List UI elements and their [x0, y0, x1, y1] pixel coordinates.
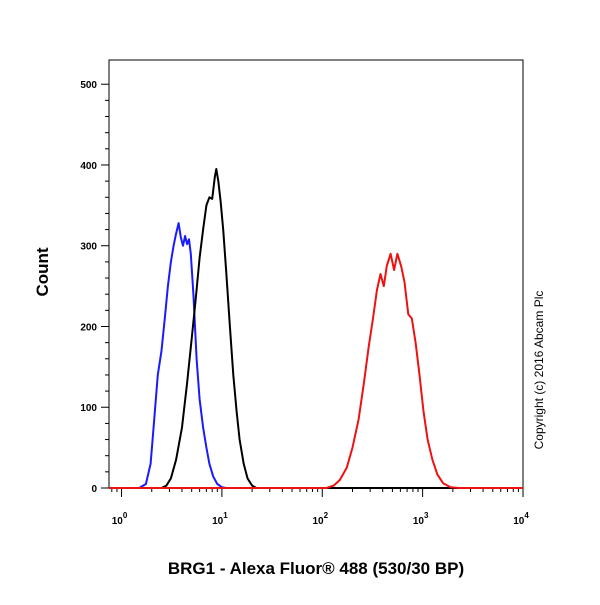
- y-tick-label: 0: [91, 484, 97, 495]
- y-tick-label: 300: [80, 242, 97, 253]
- y-tick-label: 500: [80, 80, 97, 91]
- y-axis-title: Count: [33, 247, 52, 296]
- y-tick-label: 200: [80, 322, 97, 333]
- y-tick-label: 100: [80, 403, 97, 414]
- x-tick-label: 101: [212, 511, 228, 527]
- plot-frame: [108, 59, 524, 489]
- x-axis-title: BRG1 - Alexa Fluor® 488 (530/30 BP): [168, 559, 464, 578]
- x-tick-label: 100: [112, 511, 128, 527]
- histogram-series-2: [109, 168, 523, 489]
- x-tick-label: 103: [413, 511, 429, 527]
- y-tick-label: 400: [80, 161, 97, 172]
- x-tick-label: 104: [513, 511, 529, 527]
- series-layer: [109, 168, 523, 489]
- y-axis: 0 100 200 300 400 500: [80, 80, 109, 495]
- histogram-series-3: [109, 252, 523, 489]
- x-tick-label: 102: [312, 511, 328, 527]
- histogram-series-1: [109, 222, 523, 489]
- x-axis: 100 101 102 103 104: [111, 488, 529, 527]
- copyright-annotation: Copyright (c) 2016 Abcam Plc: [532, 291, 546, 450]
